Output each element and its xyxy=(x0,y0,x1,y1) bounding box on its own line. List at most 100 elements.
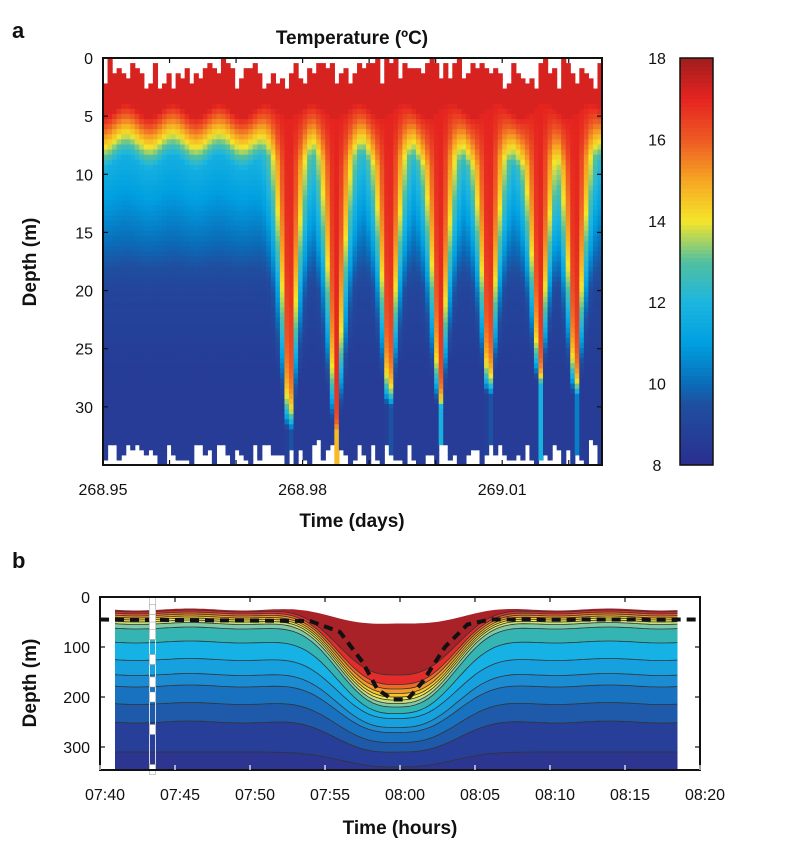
heatmap-cell xyxy=(193,83,199,90)
heatmap-cell xyxy=(239,302,245,308)
heatmap-cell xyxy=(361,368,367,375)
heatmap-cell xyxy=(266,286,272,293)
heatmap-cell xyxy=(193,225,199,232)
heatmap-cell xyxy=(347,185,354,191)
heatmap-cell xyxy=(171,292,177,298)
heatmap-cell xyxy=(193,368,199,375)
heatmap-cell xyxy=(388,68,394,74)
heatmap-cell xyxy=(320,261,326,268)
heatmap-cell xyxy=(275,103,281,110)
heatmap-cell xyxy=(384,144,390,151)
heatmap-cell xyxy=(189,292,195,298)
heatmap-cell xyxy=(239,195,245,202)
heatmap-cell xyxy=(334,322,340,329)
heatmap-cell xyxy=(293,88,299,95)
heatmap-cell xyxy=(130,266,136,273)
heatmap-cell xyxy=(370,383,376,390)
heatmap-cell xyxy=(166,246,172,252)
heatmap-cell xyxy=(230,292,236,298)
heatmap-cell xyxy=(375,58,381,64)
heatmap-cell xyxy=(257,124,263,130)
heatmap-cell xyxy=(338,180,345,186)
heatmap-cell xyxy=(130,159,136,166)
heatmap-cell xyxy=(116,414,122,420)
heatmap-cell xyxy=(393,286,399,293)
heatmap-cell xyxy=(139,175,145,181)
heatmap-cell xyxy=(121,353,127,359)
heatmap-cell xyxy=(157,175,163,181)
heatmap-cell xyxy=(379,246,385,252)
heatmap-cell xyxy=(397,363,403,369)
heatmap-cell xyxy=(193,292,199,298)
heatmap-cell xyxy=(357,434,363,441)
heatmap-cell xyxy=(202,73,208,79)
heatmap-cell xyxy=(311,317,317,324)
heatmap-cell xyxy=(230,347,236,354)
heatmap-cell xyxy=(402,215,408,222)
heatmap-cell xyxy=(375,205,381,212)
heatmap-cell xyxy=(316,342,322,349)
heatmap-cell xyxy=(166,175,172,181)
heatmap-cell xyxy=(225,185,231,191)
heatmap-cell xyxy=(116,363,122,369)
heatmap-cell xyxy=(370,246,376,252)
heatmap-cell xyxy=(279,175,286,181)
heatmap-cell xyxy=(402,271,408,278)
heatmap-cell xyxy=(152,383,159,390)
heatmap-cell xyxy=(347,124,354,130)
heatmap-cell xyxy=(307,139,313,146)
heatmap-cell xyxy=(148,230,154,237)
heatmap-cell xyxy=(207,241,213,247)
heatmap-cell xyxy=(125,403,131,410)
heatmap-cell xyxy=(388,271,394,278)
heatmap-cell xyxy=(180,225,186,232)
heatmap-cell xyxy=(257,261,263,268)
heatmap-cell xyxy=(397,113,403,120)
heatmap-cell xyxy=(216,302,222,308)
heatmap-cell xyxy=(125,124,131,130)
heatmap-cell xyxy=(112,78,118,85)
heatmap-cell xyxy=(397,444,403,451)
heatmap-cell xyxy=(202,424,208,430)
heatmap-cell xyxy=(243,185,249,191)
heatmap-cell xyxy=(121,164,127,171)
heatmap-cell xyxy=(107,358,113,364)
heatmap-cell xyxy=(393,230,399,237)
heatmap-cell xyxy=(220,312,227,319)
heatmap-cell xyxy=(302,195,308,202)
heatmap-cell xyxy=(225,424,231,430)
heatmap-cell xyxy=(107,180,113,186)
heatmap-cell xyxy=(202,393,208,400)
heatmap-cell xyxy=(307,363,313,369)
heatmap-cell xyxy=(198,180,204,186)
heatmap-cell xyxy=(157,342,163,349)
heatmap-cell xyxy=(307,164,313,171)
heatmap-cell xyxy=(125,424,131,430)
heatmap-cell xyxy=(257,190,263,196)
heatmap-cell xyxy=(184,225,190,232)
heatmap-cell xyxy=(384,302,390,308)
heatmap-cell xyxy=(338,363,345,369)
heatmap-cell xyxy=(184,205,190,212)
heatmap-cell xyxy=(357,312,363,319)
heatmap-cell xyxy=(343,200,349,207)
heatmap-cell xyxy=(193,398,199,405)
heatmap-cell xyxy=(107,307,113,313)
heatmap-cell xyxy=(375,266,381,273)
heatmap-cell xyxy=(338,159,345,166)
heatmap-cell xyxy=(234,180,240,186)
heatmap-cell xyxy=(316,307,322,313)
heatmap-cell xyxy=(388,337,394,344)
heatmap-cell xyxy=(207,358,213,364)
heatmap-cell xyxy=(316,103,322,110)
heatmap-cell xyxy=(171,241,177,247)
heatmap-cell xyxy=(352,236,358,242)
heatmap-cell xyxy=(316,332,322,339)
heatmap-cell xyxy=(257,388,263,395)
heatmap-cell xyxy=(338,78,345,85)
heatmap-cell xyxy=(198,113,204,120)
heatmap-cell xyxy=(207,129,213,135)
heatmap-cell xyxy=(293,368,299,375)
heatmap-cell xyxy=(357,297,363,303)
heatmap-cell xyxy=(375,383,381,390)
